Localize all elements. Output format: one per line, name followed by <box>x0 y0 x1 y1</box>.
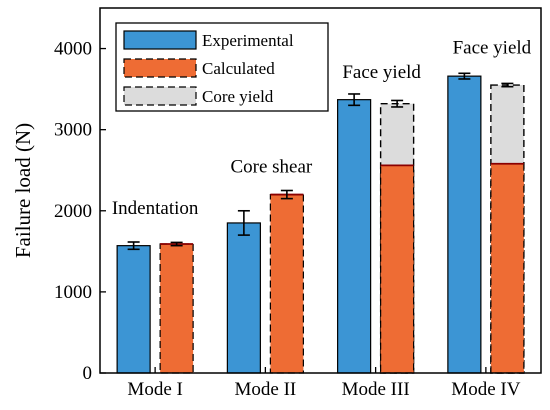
y-tick-label-4: 3000 <box>54 120 92 141</box>
calculated-bar-2 <box>269 193 304 374</box>
legend-label-1: Experimental <box>202 31 294 50</box>
core-yield-error-4 <box>501 82 514 88</box>
experimental-bar-1 <box>116 245 151 374</box>
x-tick-label-4: Mode IV <box>451 379 520 400</box>
experimental-error-4 <box>458 72 471 80</box>
x-tick-label-2: Mode II <box>235 379 297 400</box>
annotation-3: Face yield <box>342 62 421 83</box>
experimental-error-3 <box>348 93 361 107</box>
y-tick-label-2: 1000 <box>54 282 92 303</box>
plot-frame <box>99 7 542 374</box>
legend-label-3: Core yield <box>202 87 274 106</box>
experimental-bar-3 <box>337 99 372 374</box>
calculated-error-2 <box>280 189 293 200</box>
error-bars-layer <box>127 72 514 251</box>
annotation-4: Face yield <box>453 37 532 58</box>
legend: Experimental Calculated Core yield <box>115 22 329 112</box>
bars-layer <box>116 75 525 374</box>
x-tick-label-1: Mode I <box>127 379 182 400</box>
y-tick-label-3: 2000 <box>54 201 92 222</box>
calculated-bar-3 <box>380 164 415 374</box>
core-yield-error-3 <box>391 99 404 108</box>
annotation-2: Core shear <box>230 157 312 178</box>
legend-swatch-3 <box>123 86 197 106</box>
y-tick-label-1: 0 <box>83 363 93 384</box>
experimental-error-1 <box>127 241 140 251</box>
calculated-error-1 <box>170 241 183 247</box>
experimental-error-2 <box>237 209 250 236</box>
experimental-bar-2 <box>226 222 261 374</box>
experimental-bar-4 <box>447 75 482 374</box>
y-tick-label-5: 4000 <box>54 39 92 60</box>
x-tick-label-3: Mode III <box>342 379 410 400</box>
y-axis-label: Failure load (N) <box>11 123 35 258</box>
legend-swatch-2 <box>123 58 197 78</box>
calculated-bar-4 <box>490 163 525 374</box>
annotations-layer: Indentation Core shear Face yield Face yiel… <box>112 37 532 219</box>
calculated-bar-1 <box>159 243 194 374</box>
axes-layer <box>99 7 542 374</box>
legend-swatch-1 <box>123 30 197 50</box>
annotation-1: Indentation <box>112 198 199 219</box>
x-ticks: Mode I Mode II Mode III Mode IV <box>127 367 521 400</box>
legend-label-2: Calculated <box>202 59 275 78</box>
y-ticks: 0 1000 2000 3000 4000 <box>54 39 106 384</box>
